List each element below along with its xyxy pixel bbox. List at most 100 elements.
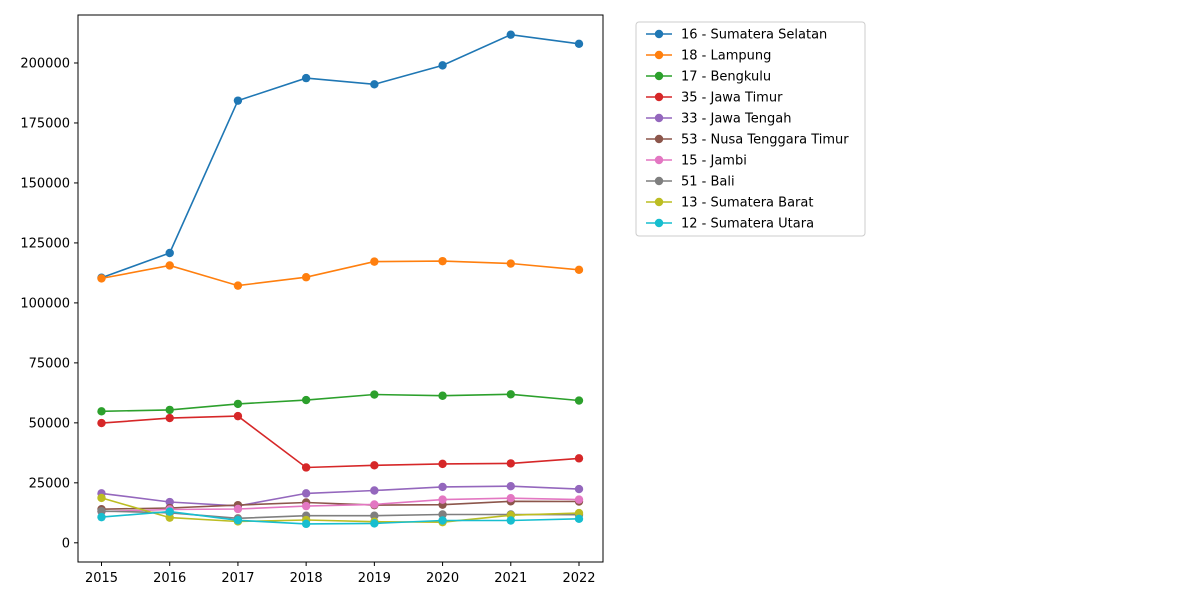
series (97, 256, 584, 290)
x-tick-label: 2021 (494, 571, 527, 586)
data-point (438, 61, 447, 70)
data-point (301, 519, 311, 529)
legend-marker (654, 218, 664, 228)
legend-item: 12 - Sumatera Utara (646, 217, 814, 232)
data-point (370, 519, 379, 528)
series-line (101, 497, 580, 524)
data-point (370, 486, 379, 495)
data-point (97, 418, 106, 428)
series-line (101, 485, 580, 507)
data-point (233, 399, 243, 409)
data-point (233, 504, 243, 514)
data-point (438, 256, 447, 266)
data-point (574, 508, 584, 518)
data-point (438, 482, 447, 492)
data-point (97, 512, 106, 522)
data-point (301, 73, 311, 83)
data-point (370, 461, 379, 470)
y-axis: 0 25000 50000 75000 100000 125000 150000 175000… (20, 56, 78, 551)
data-point (165, 405, 174, 415)
data-point (574, 514, 584, 524)
data-point (506, 30, 515, 39)
legend-marker (654, 71, 664, 81)
series (97, 507, 584, 529)
series-line (101, 415, 580, 469)
data-point (165, 497, 174, 507)
data-point (301, 489, 311, 498)
data-point (301, 463, 311, 472)
data-point (233, 516, 243, 525)
legend-item: 33 - Jawa Tengah (646, 112, 791, 127)
legend-item: 51 - Bali (646, 175, 735, 190)
x-tick-label: 2018 (290, 571, 323, 586)
series-line (101, 510, 580, 525)
legend-label: 13 - Sumatera Barat (681, 196, 813, 211)
legend-item: 15 - Jambi (646, 154, 747, 169)
legend-marker (654, 176, 664, 186)
data-point (301, 501, 311, 511)
x-tick-label: 2015 (85, 571, 118, 586)
data-point (506, 481, 515, 491)
data-point (506, 390, 515, 399)
data-point (574, 396, 584, 405)
y-tick-label: 0 (62, 536, 70, 551)
legend-label: 12 - Sumatera Utara (681, 217, 814, 232)
y-tick-label: 50000 (29, 416, 70, 431)
data-point (165, 513, 174, 522)
data-point (370, 500, 379, 509)
data-point (233, 411, 243, 421)
legend-item: 35 - Jawa Timur (646, 91, 783, 106)
data-point (506, 459, 515, 468)
series (97, 390, 584, 416)
data-point (438, 495, 447, 504)
legend: 16 - Sumatera Selatan 18 - Lampung 17 - Be… (635, 21, 866, 237)
legend-item: 16 - Sumatera Selatan (646, 28, 827, 43)
data-point (574, 454, 584, 463)
data-point (574, 39, 584, 48)
data-point (438, 459, 447, 469)
data-point (370, 257, 379, 266)
y-tick-label: 150000 (20, 176, 70, 191)
legend-label: 53 - Nusa Tenggara Timur (681, 133, 849, 148)
y-tick-label: 200000 (20, 56, 70, 71)
legend-label: 18 - Lampung (681, 49, 771, 64)
data-point (165, 413, 174, 423)
data-point (574, 495, 584, 504)
data-point (97, 407, 106, 416)
data-point (165, 248, 174, 258)
x-tick-label: 2016 (153, 571, 186, 586)
legend-item: 18 - Lampung (646, 49, 771, 64)
legend-label: 51 - Bali (681, 175, 735, 190)
legend-marker (654, 29, 664, 39)
y-tick-label: 125000 (20, 236, 70, 251)
data-point (438, 510, 447, 519)
legend-marker (654, 155, 664, 165)
y-tick-label: 175000 (20, 116, 70, 131)
legend-label: 35 - Jawa Timur (681, 91, 783, 106)
x-tick-label: 2022 (562, 571, 595, 586)
data-point (233, 96, 243, 105)
legend-marker (654, 197, 664, 207)
series-layer (97, 30, 584, 529)
series (97, 30, 584, 282)
legend-marker (654, 113, 664, 123)
y-tick-label: 100000 (20, 296, 70, 311)
x-tick-label: 2020 (426, 571, 459, 586)
legend-item: 13 - Sumatera Barat (646, 196, 813, 211)
legend-label: 16 - Sumatera Selatan (681, 28, 827, 43)
x-axis: 2015 2016 2017 2018 2019 2020 2021 2022 (85, 562, 596, 586)
x-tick-label: 2017 (221, 571, 254, 586)
x-tick-label: 2019 (358, 571, 391, 586)
data-point (370, 511, 379, 520)
data-point (97, 506, 106, 516)
series-line (101, 500, 580, 510)
series-line (101, 260, 580, 287)
y-tick-label: 75000 (29, 356, 70, 371)
legend-label: 15 - Jambi (681, 154, 747, 169)
legend-frame (635, 21, 866, 237)
legend-item: 53 - Nusa Tenggara Timur (646, 133, 849, 148)
data-point (370, 390, 379, 399)
plot-area (77, 14, 604, 563)
data-point (506, 493, 515, 503)
